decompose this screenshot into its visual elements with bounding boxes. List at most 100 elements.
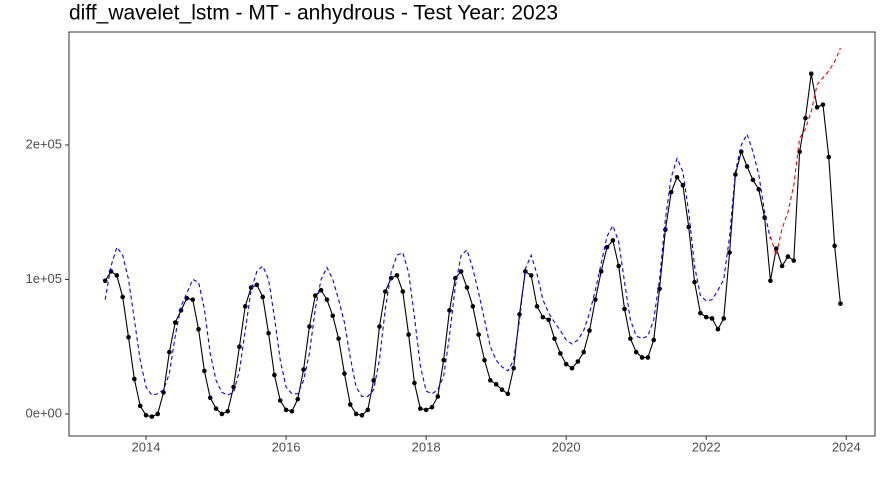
data-point (721, 316, 727, 321)
data-point (779, 263, 785, 269)
data-point (744, 164, 750, 169)
data-point (464, 285, 470, 290)
data-point (149, 414, 155, 419)
data-point (616, 263, 622, 269)
data-point (254, 282, 260, 288)
data-point (470, 304, 476, 309)
data-point (534, 304, 540, 309)
data-point (838, 301, 843, 306)
data-point (674, 174, 680, 180)
data-point (628, 336, 633, 341)
data-point (312, 293, 318, 298)
data-point (604, 244, 610, 250)
data-point (143, 412, 149, 418)
series-line (769, 47, 841, 258)
data-point (213, 406, 219, 411)
data-point (219, 411, 225, 417)
data-point (429, 404, 435, 410)
data-point (283, 407, 289, 413)
data-point (237, 344, 242, 350)
data-point (330, 313, 336, 319)
data-point (108, 269, 114, 274)
data-point (511, 365, 516, 371)
data-point (476, 332, 481, 337)
x-tick-label: 2014 (132, 439, 161, 454)
data-point (808, 71, 814, 76)
data-point (832, 243, 837, 249)
data-point (417, 406, 423, 411)
data-point (365, 407, 371, 413)
data-point (540, 314, 546, 320)
data-point (114, 273, 120, 278)
data-point (727, 250, 732, 255)
data-point (406, 332, 411, 337)
data-point (773, 246, 779, 251)
x-tick-label: 2020 (552, 439, 581, 454)
data-point (552, 336, 557, 341)
data-point (359, 412, 365, 418)
data-point (645, 355, 651, 360)
data-point (318, 287, 324, 293)
data-point (575, 359, 581, 364)
data-point (412, 380, 417, 386)
data-point (593, 297, 598, 302)
data-point (633, 349, 639, 355)
data-point (167, 349, 172, 355)
data-point (569, 365, 575, 371)
data-point (814, 105, 820, 110)
data-point (680, 183, 686, 188)
data-point (155, 411, 160, 417)
data-point (196, 326, 201, 332)
data-point (377, 324, 382, 329)
data-point (272, 372, 277, 378)
data-point (266, 330, 271, 336)
data-point (382, 289, 388, 294)
data-point (668, 189, 674, 195)
data-point (610, 238, 616, 243)
data-point (458, 269, 464, 274)
data-point (435, 394, 441, 399)
data-point (587, 328, 592, 333)
x-tick-label: 2022 (692, 439, 721, 454)
data-point (820, 102, 826, 107)
data-point (499, 387, 505, 393)
data-point (733, 172, 738, 177)
data-point (622, 306, 627, 312)
data-point (202, 368, 207, 374)
data-point (295, 396, 301, 402)
x-tick-label: 2024 (832, 439, 861, 454)
data-point (488, 378, 493, 383)
data-point (423, 407, 429, 413)
data-point (558, 351, 563, 356)
series-line (104, 132, 771, 398)
data-point (692, 279, 697, 285)
x-tick-label: 2016 (272, 439, 301, 454)
data-point (394, 273, 400, 278)
data-point (126, 334, 131, 340)
data-point (242, 304, 248, 309)
data-point (698, 310, 703, 316)
data-point (307, 324, 312, 329)
data-point (137, 403, 143, 409)
data-point (715, 326, 721, 332)
data-point (826, 154, 832, 160)
data-point (768, 278, 773, 284)
data-point (663, 227, 668, 232)
data-point (750, 177, 756, 183)
data-point (289, 408, 295, 414)
data-point (277, 398, 283, 403)
data-point (447, 308, 452, 313)
y-tick-label: 1e+05 (25, 271, 62, 286)
data-point (178, 308, 184, 313)
data-point (102, 278, 108, 284)
data-point (493, 382, 499, 387)
y-tick-label: 0e+00 (25, 405, 62, 420)
data-point (517, 312, 522, 317)
data-point (120, 294, 125, 300)
data-point (353, 411, 359, 417)
data-point (505, 391, 511, 397)
data-point (546, 317, 551, 323)
y-tick-label: 2e+05 (25, 136, 62, 151)
data-point (342, 371, 347, 376)
data-point (190, 297, 196, 302)
